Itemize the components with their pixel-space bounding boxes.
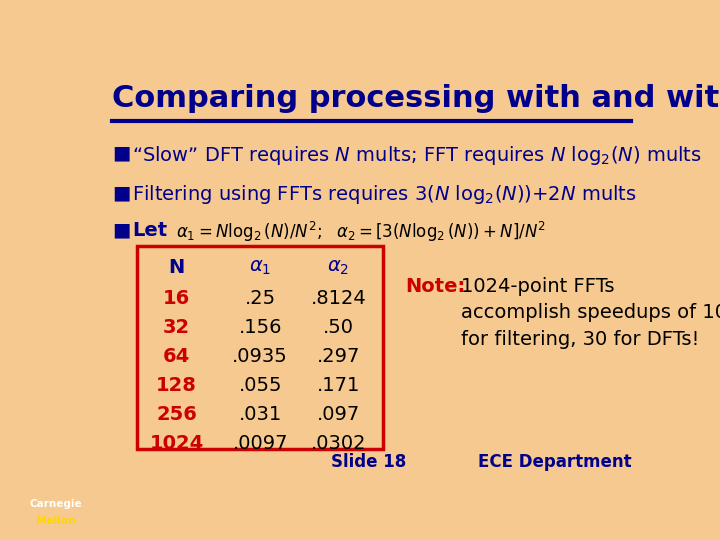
Text: .0302: .0302 (310, 434, 366, 453)
Text: N: N (168, 258, 184, 277)
Text: .50: .50 (323, 318, 354, 336)
Text: Note:: Note: (405, 277, 466, 296)
Text: ■: ■ (112, 183, 131, 202)
Text: .156: .156 (238, 318, 282, 336)
Text: .297: .297 (317, 347, 360, 366)
Text: $\alpha_1 = N\log_2(N)/N^2;\ \ \alpha_2 = [3(N\log_2(N))+N]/N^2$: $\alpha_1 = N\log_2(N)/N^2;\ \ \alpha_2 … (176, 220, 546, 244)
Text: ECE Department: ECE Department (477, 454, 631, 471)
Text: 128: 128 (156, 376, 197, 395)
Text: Filtering using FFTs requires 3($N$ log$_2$($N$))+2$N$ mults: Filtering using FFTs requires 3($N$ log$… (132, 183, 636, 206)
Text: 1024: 1024 (149, 434, 204, 453)
Text: Comparing processing with and without FFTs: Comparing processing with and without FF… (112, 84, 720, 112)
Text: .0935: .0935 (233, 347, 288, 366)
Text: “Slow” DFT requires $N$ mults; FFT requires $N$ log$_2$($N$) mults: “Slow” DFT requires $N$ mults; FFT requi… (132, 144, 701, 167)
Text: .031: .031 (238, 405, 282, 424)
Text: .055: .055 (238, 376, 282, 395)
Text: ■: ■ (112, 144, 131, 163)
Text: $\alpha_1$: $\alpha_1$ (249, 258, 271, 277)
Text: .097: .097 (317, 405, 360, 424)
Text: 256: 256 (156, 405, 197, 424)
Text: Mellon: Mellon (36, 516, 76, 525)
Text: 64: 64 (163, 347, 190, 366)
Text: Let: Let (132, 221, 167, 240)
Text: .0097: .0097 (233, 434, 288, 453)
Text: 16: 16 (163, 288, 190, 307)
Text: Carnegie: Carnegie (30, 499, 82, 509)
Text: 1024-point FFTs
accomplish speedups of 100
for filtering, 30 for DFTs!: 1024-point FFTs accomplish speedups of 1… (461, 277, 720, 349)
Text: .25: .25 (245, 288, 276, 307)
Text: $\alpha_2$: $\alpha_2$ (328, 258, 349, 277)
Text: .171: .171 (317, 376, 360, 395)
Text: ■: ■ (112, 221, 131, 240)
Text: Slide 18: Slide 18 (331, 454, 407, 471)
Text: .8124: .8124 (310, 288, 366, 307)
Text: 32: 32 (163, 318, 190, 336)
